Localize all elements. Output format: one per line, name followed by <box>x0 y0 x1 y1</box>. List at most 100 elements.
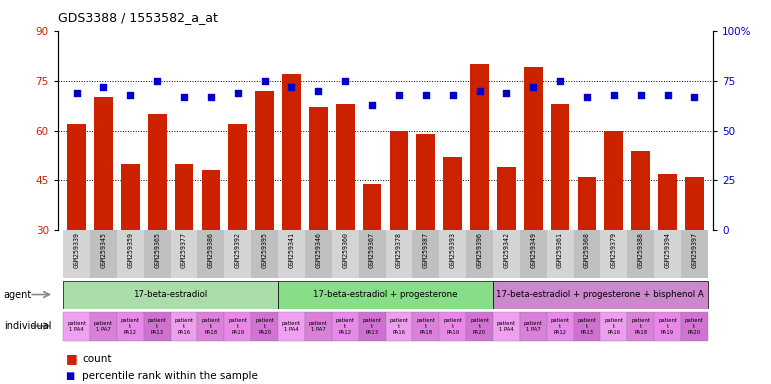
Bar <box>493 230 520 278</box>
Text: patient
t
PA12: patient t PA12 <box>335 318 355 335</box>
Text: individual: individual <box>4 321 52 331</box>
Bar <box>117 312 143 341</box>
Text: GSM259345: GSM259345 <box>100 232 106 268</box>
Text: patient
t
PA13: patient t PA13 <box>362 318 382 335</box>
Text: patient
1 PA4: patient 1 PA4 <box>282 321 301 332</box>
Bar <box>524 67 543 330</box>
Bar <box>654 312 681 341</box>
Point <box>446 91 459 98</box>
Bar <box>332 230 359 278</box>
Text: patient
t
PA18: patient t PA18 <box>631 318 650 335</box>
Text: GSM259360: GSM259360 <box>342 232 348 268</box>
Bar <box>224 230 251 278</box>
Bar <box>439 230 466 278</box>
Bar <box>117 230 143 278</box>
Bar <box>574 312 601 341</box>
Bar <box>63 312 90 341</box>
Text: patient
t
PA16: patient t PA16 <box>174 318 194 335</box>
Bar <box>574 230 601 278</box>
Point <box>527 84 540 90</box>
Bar <box>201 170 221 330</box>
Text: ■: ■ <box>66 353 77 366</box>
Bar <box>175 164 194 330</box>
Bar <box>278 312 305 341</box>
Text: GSM259368: GSM259368 <box>584 232 590 268</box>
Bar <box>255 91 274 330</box>
Bar <box>359 230 386 278</box>
Point <box>178 94 190 100</box>
Text: GSM259367: GSM259367 <box>369 232 375 268</box>
Point <box>205 94 217 100</box>
Bar <box>601 230 628 278</box>
Point <box>500 89 513 96</box>
Text: GSM259394: GSM259394 <box>665 232 671 268</box>
Point <box>97 84 109 90</box>
Point <box>151 78 163 84</box>
Text: patient
t
PA19: patient t PA19 <box>658 318 677 335</box>
Text: agent: agent <box>4 290 32 300</box>
Point <box>473 88 486 94</box>
Text: patient
1 PA7: patient 1 PA7 <box>524 321 543 332</box>
Bar <box>443 157 462 330</box>
Point <box>285 84 298 90</box>
Bar <box>170 312 197 341</box>
Bar <box>547 312 574 341</box>
Bar <box>305 312 332 341</box>
Text: patient
1 PA4: patient 1 PA4 <box>497 321 516 332</box>
Text: GSM259359: GSM259359 <box>127 232 133 268</box>
Bar <box>197 312 224 341</box>
Bar <box>228 124 247 330</box>
Bar <box>148 114 167 330</box>
Text: patient
t
PA19: patient t PA19 <box>228 318 247 335</box>
Bar <box>90 230 117 278</box>
Text: GSM259349: GSM259349 <box>530 232 536 268</box>
Text: patient
t
PA12: patient t PA12 <box>550 318 570 335</box>
Point <box>608 91 620 98</box>
Text: patient
t
PA16: patient t PA16 <box>604 318 623 335</box>
Bar <box>520 230 547 278</box>
Bar <box>577 177 596 330</box>
Text: GSM259386: GSM259386 <box>208 232 214 268</box>
Point <box>419 91 432 98</box>
Bar <box>197 230 224 278</box>
Text: patient
1 PA7: patient 1 PA7 <box>94 321 113 332</box>
Bar <box>497 167 516 330</box>
Bar <box>685 177 704 330</box>
Bar <box>386 312 412 341</box>
Point <box>258 78 271 84</box>
Bar <box>63 281 278 309</box>
Bar <box>601 312 628 341</box>
Bar <box>654 230 681 278</box>
Text: GSM259379: GSM259379 <box>611 232 617 268</box>
Bar <box>94 97 113 330</box>
Bar <box>412 312 439 341</box>
Bar <box>604 131 623 330</box>
Point <box>662 91 674 98</box>
Text: patient
t
PA13: patient t PA13 <box>148 318 167 335</box>
Text: GSM259339: GSM259339 <box>73 232 79 268</box>
Bar <box>493 312 520 341</box>
Point <box>392 91 405 98</box>
Text: GSM259393: GSM259393 <box>449 232 456 268</box>
Bar <box>143 230 170 278</box>
Point <box>231 89 244 96</box>
Bar <box>278 281 493 309</box>
Bar <box>547 230 574 278</box>
Text: patient
t
PA13: patient t PA13 <box>577 318 597 335</box>
Text: patient
t
PA20: patient t PA20 <box>685 318 704 335</box>
Point <box>554 78 566 84</box>
Bar <box>67 124 86 330</box>
Point <box>339 78 352 84</box>
Text: patient
t
PA12: patient t PA12 <box>121 318 140 335</box>
Bar <box>628 312 654 341</box>
Bar <box>658 174 677 330</box>
Bar <box>493 281 708 309</box>
Text: patient
t
PA20: patient t PA20 <box>470 318 489 335</box>
Text: GSM259397: GSM259397 <box>692 232 698 268</box>
Text: patient
1 PA7: patient 1 PA7 <box>309 321 328 332</box>
Text: GSM259377: GSM259377 <box>181 232 187 268</box>
Text: GSM259346: GSM259346 <box>315 232 322 268</box>
Bar <box>681 230 708 278</box>
Bar <box>143 312 170 341</box>
Point <box>635 91 647 98</box>
